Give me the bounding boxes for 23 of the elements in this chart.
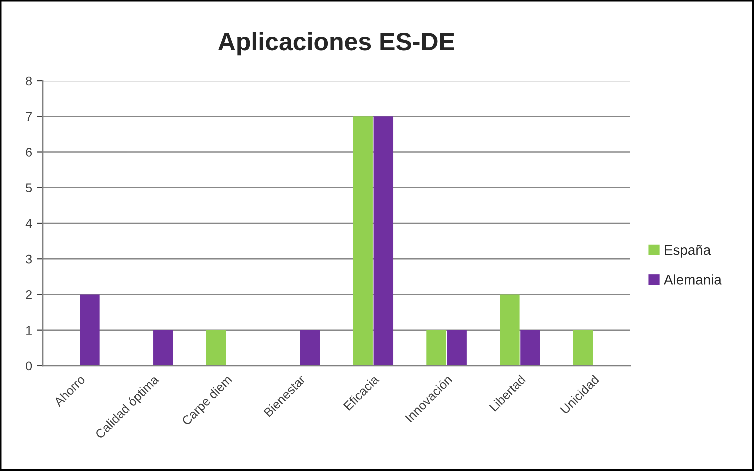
bar [300, 330, 320, 366]
legend-label: España [665, 245, 712, 258]
chart-title: Aplicaciones ES-DE [218, 32, 454, 56]
y-tick-label: 8 [26, 76, 32, 86]
bar [520, 330, 540, 366]
bar [353, 116, 373, 366]
bar [573, 330, 594, 366]
y-tick-label: 3 [26, 254, 32, 264]
legend-label: Alemania [664, 274, 722, 285]
y-tick-label: 6 [26, 148, 32, 157]
bar [80, 294, 100, 366]
y-tick-label: 1 [26, 326, 32, 335]
y-tick-label: 5 [26, 184, 32, 193]
bar [426, 330, 446, 366]
bar [154, 330, 174, 366]
y-tick-label: 4 [26, 219, 32, 228]
y-tick-label: 0 [26, 362, 32, 371]
y-tick-label: 7 [26, 112, 32, 122]
bar [500, 294, 520, 366]
bar [374, 116, 394, 366]
y-tick-label: 2 [26, 290, 32, 300]
bar [447, 330, 467, 366]
bar [206, 330, 226, 366]
